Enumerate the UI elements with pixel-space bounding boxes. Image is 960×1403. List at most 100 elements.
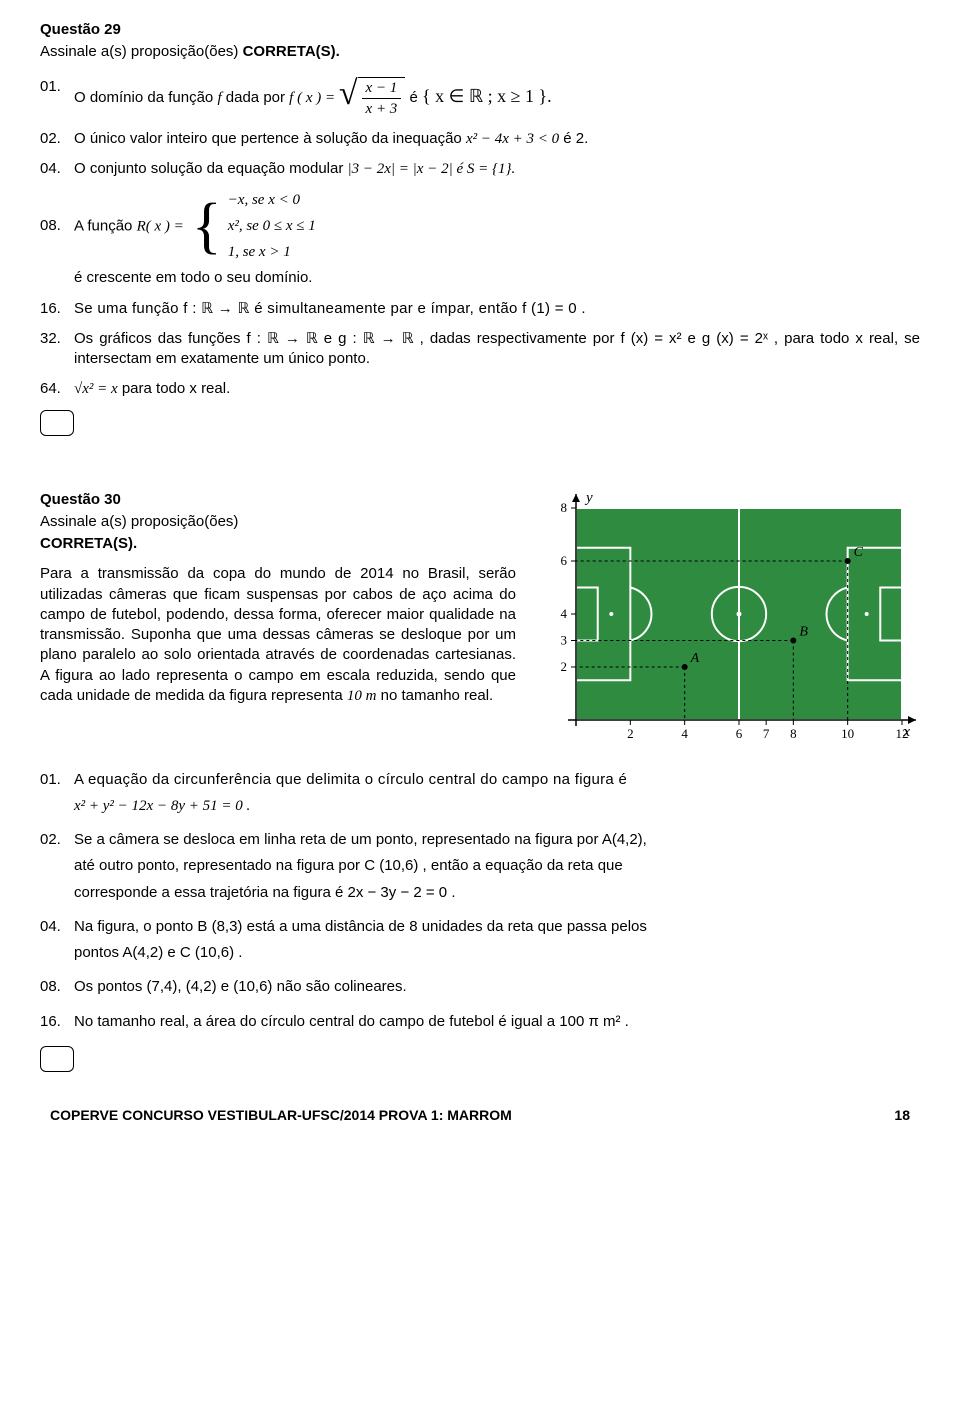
q29-opt-01: 01. O domínio da função f dada por f ( x… xyxy=(40,77,920,120)
opt-body: é crescente em todo o seu domínio. xyxy=(74,268,920,288)
text: corresponde a essa trajetória na figura … xyxy=(74,883,920,903)
text: A equação da circunferência que delimita… xyxy=(74,770,920,790)
math-expr: √x² = x xyxy=(74,381,118,397)
q30-opt-01: 01. A equação da circunferência que deli… xyxy=(40,770,920,817)
q29-opt-16: 16. Se uma função f : ℝ → ℝ é simultanea… xyxy=(40,299,920,319)
opt-body: A função R( x ) = { −x, se x < 0 x², se … xyxy=(74,190,920,263)
q30-opt-04: 04. Na figura, o ponto B (8,3) está a um… xyxy=(40,917,920,964)
q30-figure: xy24678101223468ABC xyxy=(540,490,920,750)
svg-text:4: 4 xyxy=(681,726,688,741)
q29-title: Questão 29 xyxy=(40,20,920,40)
opt-number: 16. xyxy=(40,1012,74,1032)
footer-left: COPERVE CONCURSO VESTIBULAR-UFSC/2014 PR… xyxy=(50,1106,512,1125)
svg-text:8: 8 xyxy=(790,726,797,741)
text: O domínio da função xyxy=(74,89,217,106)
q30-opt-02: 02. Se a câmera se desloca em linha reta… xyxy=(40,830,920,903)
opt-body: No tamanho real, a área do círculo centr… xyxy=(74,1012,920,1032)
text: dada por xyxy=(226,89,289,106)
q30-opt-16: 16. No tamanho real, a área do círculo c… xyxy=(40,1012,920,1032)
svg-text:C: C xyxy=(854,545,864,560)
svg-text:3: 3 xyxy=(561,632,568,647)
opt-number: 02. xyxy=(40,129,74,149)
svg-text:y: y xyxy=(584,490,593,506)
svg-text:2: 2 xyxy=(561,659,568,674)
q30-instr-bold: CORRETA(S). xyxy=(40,535,137,552)
q30-opt-08: 08. Os pontos (7,4), (4,2) e (10,6) não … xyxy=(40,977,920,997)
text: até outro ponto, representado na figura … xyxy=(74,856,920,876)
piecewise: { −x, se x < 0 x², se 0 ≤ x ≤ 1 1, se x … xyxy=(192,190,316,263)
text: pontos A(4,2) e C (10,6) . xyxy=(74,943,920,963)
opt-body: O domínio da função f dada por f ( x ) =… xyxy=(74,77,920,120)
q29-opt-02: 02. O único valor inteiro que pertence à… xyxy=(40,129,920,149)
q30-text-column: Questão 30 Assinale a(s) proposição(ões)… xyxy=(40,490,516,750)
opt-number: 02. xyxy=(40,830,74,850)
opt-body: Os gráficos das funções f : ℝ → ℝ e g : … xyxy=(74,329,920,370)
opt-number: 04. xyxy=(40,917,74,937)
field-diagram: xy24678101223468ABC xyxy=(540,490,920,750)
text: é 2. xyxy=(563,130,588,147)
svg-text:8: 8 xyxy=(561,500,568,515)
math-expr: f ( x ) = xyxy=(289,90,339,106)
opt-body: O único valor inteiro que pertence à sol… xyxy=(74,129,920,149)
opt-number: 08. xyxy=(40,216,74,236)
math-expr: |3 − 2x| = |x − 2| é S = {1}. xyxy=(348,161,516,177)
sqrt-expr: √ x − 1 x + 3 xyxy=(339,77,405,120)
text: é xyxy=(409,89,422,106)
math-rx: R( x ) = xyxy=(137,218,184,234)
svg-text:2: 2 xyxy=(627,726,634,741)
math-expr: x² + y² − 12x − 8y + 51 = 0 . xyxy=(74,796,920,816)
svg-text:7: 7 xyxy=(763,726,770,741)
text: Se a câmera se desloca em linha reta de … xyxy=(74,830,920,850)
svg-text:A: A xyxy=(690,651,700,666)
piece-1: −x, se x < 0 xyxy=(228,190,316,210)
piece-2: x², se 0 ≤ x ≤ 1 xyxy=(228,216,316,236)
q29-opt-32: 32. Os gráficos das funções f : ℝ → ℝ e … xyxy=(40,329,920,370)
math-f: f xyxy=(217,90,221,106)
q29-instr-pre: Assinale a(s) proposição(ões) xyxy=(40,43,243,60)
q29-instruction: Assinale a(s) proposição(ões) CORRETA(S)… xyxy=(40,42,920,62)
q29-opt-64: 64. √x² = x para todo x real. xyxy=(40,379,920,399)
svg-text:B: B xyxy=(799,624,808,639)
opt-body: Na figura, o ponto B (8,3) está a uma di… xyxy=(74,917,920,964)
answer-box[interactable] xyxy=(40,410,74,436)
opt-number: 04. xyxy=(40,159,74,179)
piece-3: 1, se x > 1 xyxy=(228,242,316,262)
svg-text:10: 10 xyxy=(841,726,854,741)
answer-box[interactable] xyxy=(40,1046,74,1072)
opt-number: 16. xyxy=(40,299,74,319)
text: para todo x real. xyxy=(122,380,230,397)
text: O conjunto solução da equação modular xyxy=(74,160,348,177)
question-29: Questão 29 Assinale a(s) proposição(ões)… xyxy=(40,20,920,436)
page-footer: COPERVE CONCURSO VESTIBULAR-UFSC/2014 PR… xyxy=(40,1106,920,1125)
q29-opt-08-cont: é crescente em todo o seu domínio. xyxy=(40,268,920,288)
q30-instr-line1: Assinale a(s) proposição(ões) xyxy=(40,512,516,532)
math-expr: x² − 4x + 3 < 0 xyxy=(466,131,559,147)
svg-text:4: 4 xyxy=(561,606,568,621)
svg-text:12: 12 xyxy=(896,726,909,741)
text: Se uma função f : ℝ → ℝ é simultaneament… xyxy=(74,300,586,317)
opt-number: 32. xyxy=(40,329,74,349)
opt-body: Se uma função f : ℝ → ℝ é simultaneament… xyxy=(74,299,920,319)
svg-text:6: 6 xyxy=(736,726,743,741)
opt-number: 01. xyxy=(40,770,74,790)
q30-title: Questão 30 xyxy=(40,490,516,510)
q29-opt-04: 04. O conjunto solução da equação modula… xyxy=(40,159,920,179)
opt-number: 64. xyxy=(40,379,74,399)
q29-instr-bold: CORRETA(S). xyxy=(243,43,340,60)
q29-opt-08: 08. A função R( x ) = { −x, se x < 0 x²,… xyxy=(40,190,920,263)
opt-number: 08. xyxy=(40,977,74,997)
set-expr: { x ∈ ℝ ; x ≥ 1 }. xyxy=(422,86,552,106)
opt-body: Os pontos (7,4), (4,2) e (10,6) não são … xyxy=(74,977,920,997)
text: Na figura, o ponto B (8,3) está a uma di… xyxy=(74,917,920,937)
footer-page: 18 xyxy=(894,1106,910,1125)
text: O único valor inteiro que pertence à sol… xyxy=(74,130,466,147)
opt-number: 01. xyxy=(40,77,74,97)
q30-options: 01. A equação da circunferência que deli… xyxy=(40,770,920,1032)
opt-body: √x² = x para todo x real. xyxy=(74,379,920,399)
ten-m: 10 m xyxy=(347,688,377,704)
question-30: Questão 30 Assinale a(s) proposição(ões)… xyxy=(40,490,920,1072)
opt-body: A equação da circunferência que delimita… xyxy=(74,770,920,817)
q30-paragraph: Para a transmissão da copa do mundo de 2… xyxy=(40,564,516,706)
opt-body: O conjunto solução da equação modular |3… xyxy=(74,159,920,179)
text: A função xyxy=(74,217,137,234)
